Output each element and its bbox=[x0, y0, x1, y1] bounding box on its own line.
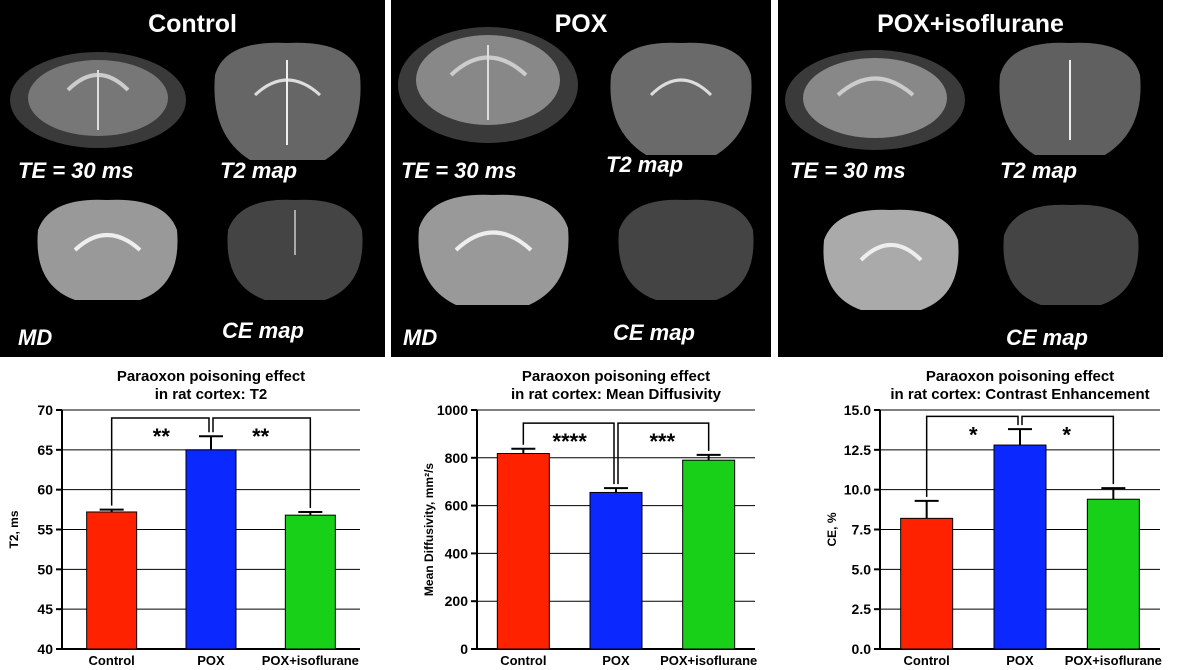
brain-image-t2map bbox=[999, 42, 1141, 156]
x-category-label: POX+isoflurane bbox=[660, 653, 757, 668]
label-cemap: CE map bbox=[1006, 325, 1088, 350]
y-tick-label: 55 bbox=[37, 522, 53, 538]
bar-0 bbox=[496, 452, 550, 650]
y-tick-label: 65 bbox=[37, 442, 53, 458]
bar-2 bbox=[682, 459, 736, 650]
y-tick-label: 0.0 bbox=[852, 641, 872, 657]
y-axis-label: Mean Diffusivity, mm²/s bbox=[422, 463, 436, 596]
chart-title-line-2: in rat cortex: Contrast Enhancement bbox=[890, 386, 1149, 403]
x-category-label: POX bbox=[1006, 653, 1034, 668]
y-tick-label: 50 bbox=[37, 561, 53, 577]
chart-title-line-2: in rat cortex: Mean Diffusivity bbox=[511, 386, 722, 403]
chart-title-line-1: Paraoxon poisoning effect bbox=[522, 368, 710, 385]
x-category-label: POX bbox=[602, 653, 630, 668]
significance-bracket-0 bbox=[522, 422, 615, 485]
y-tick-label: 12.5 bbox=[844, 442, 871, 458]
significance-bracket-1 bbox=[617, 422, 710, 485]
bar-1 bbox=[993, 444, 1047, 650]
brain-image-t2map bbox=[214, 42, 361, 161]
significance-label-1: ** bbox=[252, 424, 270, 449]
bar-1 bbox=[589, 491, 643, 650]
label-cemap: CE map bbox=[222, 318, 304, 343]
x-category-label: POX+isoflurane bbox=[1065, 653, 1162, 668]
x-category-label: Control bbox=[904, 653, 950, 668]
chart-title-line-1: Paraoxon poisoning effect bbox=[926, 368, 1114, 385]
x-category-label: Control bbox=[500, 653, 546, 668]
brain-image-te30 bbox=[398, 27, 578, 143]
significance-label-1: *** bbox=[649, 429, 675, 454]
significance-bracket-0 bbox=[110, 417, 210, 506]
mri-panel-pox-isoflurane: POX+isoflurane TE = 30 ms T2 map CE map bbox=[778, 0, 1163, 357]
significance-bracket-0 bbox=[925, 415, 1019, 497]
significance-bracket-1 bbox=[212, 417, 312, 508]
significance-label-0: * bbox=[969, 422, 978, 447]
panel-title: Control bbox=[148, 10, 237, 38]
y-tick-label: 600 bbox=[445, 498, 469, 514]
y-tick-label: 800 bbox=[445, 450, 469, 466]
y-tick-label: 60 bbox=[37, 482, 53, 498]
significance-label-0: ** bbox=[153, 424, 171, 449]
y-tick-label: 5.0 bbox=[852, 561, 872, 577]
label-md: MD bbox=[18, 325, 53, 350]
label-t2map: T2 map bbox=[1000, 158, 1078, 183]
brain-image-cemap bbox=[1003, 204, 1139, 305]
x-category-label: POX bbox=[197, 653, 225, 668]
y-tick-label: 0 bbox=[460, 641, 468, 657]
label-t2map: T2 map bbox=[220, 158, 298, 183]
brain-image-cemap bbox=[227, 199, 363, 300]
brain-image-md bbox=[823, 209, 959, 310]
y-tick-label: 15.0 bbox=[844, 402, 871, 418]
y-tick-label: 2.5 bbox=[852, 601, 872, 617]
brain-image-cemap bbox=[618, 199, 754, 300]
y-tick-label: 200 bbox=[445, 593, 469, 609]
y-tick-label: 10.0 bbox=[844, 482, 871, 498]
mri-panel-pox: POX TE = 30 ms T2 map MD CE map bbox=[391, 0, 771, 357]
y-axis-label: CE, % bbox=[825, 512, 839, 546]
y-tick-label: 45 bbox=[37, 601, 53, 617]
label-t2map: T2 map bbox=[606, 152, 684, 177]
x-category-label: POX+isoflurane bbox=[262, 653, 359, 668]
bar-1 bbox=[185, 449, 237, 650]
brain-image-te30 bbox=[10, 52, 186, 148]
chart-t2: Paraoxon poisoning effect in rat cortex: … bbox=[0, 365, 380, 670]
panel-title: POX+isoflurane bbox=[877, 10, 1064, 38]
y-tick-label: 1000 bbox=[437, 402, 468, 418]
bar-2 bbox=[1086, 498, 1140, 650]
y-tick-label: 40 bbox=[37, 641, 53, 657]
brain-image-te30 bbox=[785, 50, 965, 150]
brain-image-md bbox=[37, 199, 178, 300]
label-cemap: CE map bbox=[613, 320, 695, 345]
label-te: TE = 30 ms bbox=[790, 158, 906, 183]
bar-2 bbox=[284, 514, 336, 650]
chart-contrast-enhancement: Paraoxon poisoning effect in rat cortex: … bbox=[780, 365, 1180, 670]
chart-title-line-1: Paraoxon poisoning effect bbox=[117, 368, 305, 385]
mri-panel-control: Control TE = 30 ms T2 map MD CE map bbox=[0, 0, 385, 357]
y-tick-label: 400 bbox=[445, 545, 469, 561]
bar-0 bbox=[900, 517, 954, 650]
brain-image-md bbox=[418, 194, 569, 305]
chart-mean-diffusivity: Paraoxon poisoning effect in rat cortex: … bbox=[385, 365, 780, 670]
label-te: TE = 30 ms bbox=[18, 158, 134, 183]
chart-title-line-2: in rat cortex: T2 bbox=[155, 386, 268, 403]
label-md: MD bbox=[403, 325, 438, 350]
panel-title: POX bbox=[554, 10, 608, 38]
y-tick-label: 7.5 bbox=[852, 522, 872, 538]
label-te: TE = 30 ms bbox=[401, 158, 517, 183]
bar-0 bbox=[86, 511, 138, 650]
significance-label-0: **** bbox=[553, 429, 588, 454]
significance-label-1: * bbox=[1062, 422, 1071, 447]
y-tick-label: 70 bbox=[37, 402, 53, 418]
brain-image-t2map bbox=[610, 42, 752, 156]
y-axis-label: T2, ms bbox=[7, 510, 21, 548]
significance-bracket-1 bbox=[1021, 415, 1115, 485]
x-category-label: Control bbox=[89, 653, 135, 668]
